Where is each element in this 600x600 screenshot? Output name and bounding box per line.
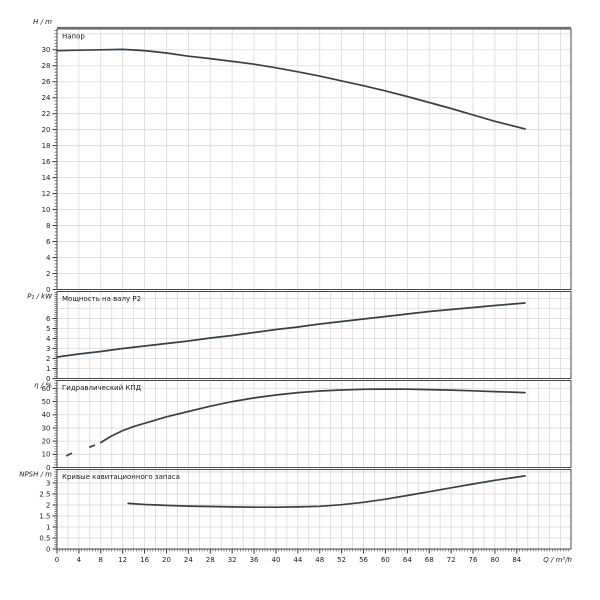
ytick-label-npsh: 2.5: [39, 490, 50, 498]
curve-NPSH(Q): [127, 475, 526, 509]
ytick-label-head: 6: [46, 238, 51, 246]
panel-power: 0 1 2 3 4 5 6 P₂ / kW Мощность на валу P2: [27, 291, 572, 383]
ytick-label-head: 2: [46, 270, 50, 278]
ytick-label-head: 12: [42, 190, 51, 198]
ytick-label-head: 22: [42, 110, 51, 118]
ytick-label-npsh: 2: [46, 501, 50, 509]
ytick-label-head: 4: [46, 254, 51, 262]
xtick-label: 68: [425, 556, 434, 564]
xtick-label: 72: [447, 556, 456, 564]
xtick-label: 56: [359, 556, 368, 564]
y-axis-label-npsh: NPSH / m: [19, 471, 52, 479]
xtick-label: 0: [55, 556, 59, 564]
panel-title-head: Напор: [62, 33, 85, 41]
xtick-label: 80: [490, 556, 499, 564]
ytick-label-head: 26: [42, 78, 51, 86]
panel-title-power: Мощность на валу P2: [62, 295, 141, 303]
ytick-label-npsh: 0: [46, 545, 50, 553]
ytick-label-head: 16: [42, 158, 51, 166]
xtick-label: 48: [315, 556, 324, 564]
panel-title-efficiency: Гидравлический КПД: [62, 384, 142, 392]
ytick-label-head: 0: [46, 286, 50, 294]
ytick-label-head: 10: [42, 206, 51, 214]
xtick-label: 36: [250, 556, 259, 564]
x-axis: 0 4 8 12 16 20 24 28 32 36 40 44 48 52 56 60 64 68 72 76 80 8…: [55, 549, 572, 564]
panel-frame-head: [56, 28, 572, 290]
xtick-label: 64: [403, 556, 412, 564]
curve-eta-dash-1: [66, 451, 75, 457]
xtick-label: 28: [206, 556, 215, 564]
panel-efficiency: 0 10 20 30 40 50 60η / % Гидравлический КПД: [34, 380, 572, 472]
ytick-label-npsh: 1: [46, 523, 50, 531]
ytick-label-efficiency: 10: [42, 451, 51, 459]
ytick-label-efficiency: 60: [42, 385, 51, 393]
ytick-label-head: 24: [42, 94, 51, 102]
ytick-label-efficiency: 50: [42, 398, 51, 406]
xtick-label: 12: [118, 556, 127, 564]
xtick-label: 60: [381, 556, 390, 564]
xtick-label: 8: [99, 556, 103, 564]
ytick-label-head: 14: [42, 174, 51, 182]
ytick-label-npsh: 0.5: [39, 534, 50, 542]
y-axis-label-head: H / m: [33, 18, 52, 26]
ytick-label-power: 5: [46, 325, 50, 333]
ytick-label-power: 0: [46, 375, 50, 383]
xtick-label: 4: [77, 556, 82, 564]
ytick-label-efficiency: 30: [42, 424, 51, 432]
y-axis-label-power: P₂ / kW: [27, 293, 53, 301]
ytick-label-efficiency: 40: [42, 411, 51, 419]
ytick-label-efficiency: 20: [42, 438, 51, 446]
panel-frame-npsh: [56, 469, 572, 550]
curve-H(Q): [56, 48, 526, 130]
ytick-label-power: 3: [46, 345, 50, 353]
curve-P2(Q): [56, 302, 526, 358]
xtick-label: 44: [293, 556, 302, 564]
panel-frame-power: [56, 291, 572, 379]
curve-eta-dash-2: [88, 442, 99, 448]
ytick-label-efficiency: 0: [46, 464, 50, 472]
y-axis-label-efficiency: η / %: [34, 382, 52, 390]
ytick-label-head: 18: [42, 142, 51, 150]
ytick-label-head: 8: [46, 222, 50, 230]
ytick-label-npsh: 1.5: [39, 512, 50, 520]
panel-title-npsh: Кривые кавитационного запаса: [62, 473, 180, 481]
ytick-label-power: 1: [46, 365, 50, 373]
ytick-label-power: 6: [46, 315, 51, 323]
x-axis-label: Q / m³/h: [543, 556, 572, 564]
xtick-label: 76: [469, 556, 478, 564]
xtick-label: 16: [140, 556, 149, 564]
xtick-label: 32: [228, 556, 237, 564]
ytick-label-power: 2: [46, 355, 50, 363]
ytick-label-head: 28: [42, 62, 51, 70]
xtick-label: 84: [512, 556, 521, 564]
ytick-label-npsh: 3: [46, 479, 50, 487]
ytick-label-head: 20: [42, 126, 51, 134]
panel-frame-efficiency: [56, 380, 572, 468]
curve-eta(Q): [99, 388, 526, 444]
ytick-label-head: 30: [42, 46, 51, 54]
xtick-label: 52: [337, 556, 346, 564]
xtick-label: 24: [184, 556, 193, 564]
xtick-label: 40: [271, 556, 280, 564]
ytick-label-power: 4: [46, 335, 51, 343]
xtick-label: 20: [162, 556, 171, 564]
